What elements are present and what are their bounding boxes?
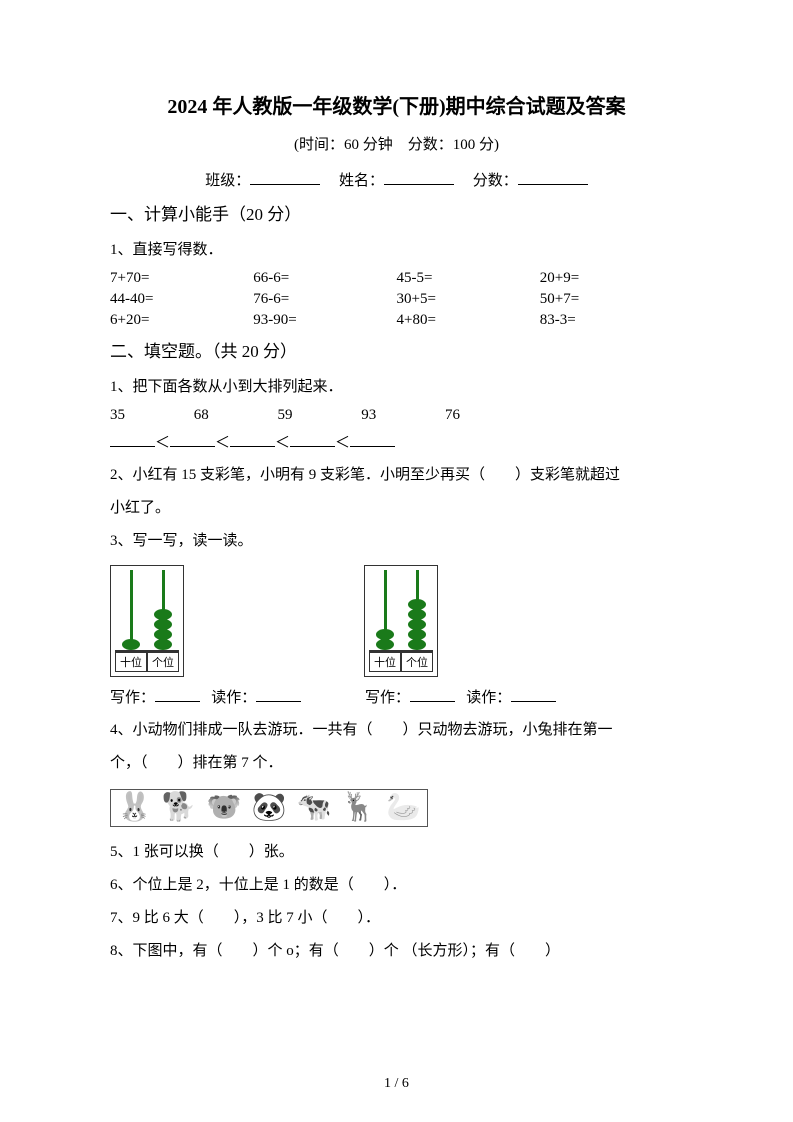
compare-blank[interactable] — [170, 430, 215, 447]
calc-cell: 45-5= — [397, 270, 540, 287]
abacus-1-ones — [147, 570, 179, 650]
write-blank[interactable] — [155, 685, 200, 702]
s2-q4-a: 4、小动物们排成一队去游玩．一共有（ ）只动物去游玩，小兔排在第一 — [110, 717, 683, 744]
write-read-row: 写作： 读作： 写作： 读作： — [110, 685, 683, 707]
calc-cell: 66-6= — [253, 270, 396, 287]
abacus-2: 十位 个位 — [364, 565, 438, 677]
s2-q3-label: 3、写一写，读一读。 — [110, 528, 683, 555]
lt: ＜ — [275, 435, 290, 451]
s2-q8: 8、下图中，有（ ）个 o；有（ ）个 （长方形）；有（ ） — [110, 938, 683, 965]
score-blank[interactable] — [518, 168, 588, 185]
ones-label: 个位 — [401, 652, 433, 672]
animal-icon: 🐨 — [207, 794, 242, 822]
compare-blank[interactable] — [290, 430, 335, 447]
calc-cell: 4+80= — [397, 312, 540, 329]
calc-cell: 30+5= — [397, 291, 540, 308]
exam-meta: (时间：60 分钟 分数：100 分) — [110, 133, 683, 154]
compare-blank[interactable] — [350, 430, 395, 447]
write-label: 写作： — [110, 690, 155, 706]
write-blank[interactable] — [410, 685, 455, 702]
animals-row: 🐰 🐕 🐨 🐼 🐄 🦌 🦢 — [110, 789, 428, 827]
read-blank[interactable] — [256, 685, 301, 702]
page-title: 2024 年人教版一年级数学(下册)期中综合试题及答案 — [110, 90, 683, 119]
lt: ＜ — [215, 435, 230, 451]
animal-icon: 🦌 — [341, 794, 376, 822]
animal-icon: 🐰 — [117, 794, 152, 822]
tens-label: 十位 — [369, 652, 401, 672]
write-label: 写作： — [365, 690, 410, 706]
lt: ＜ — [335, 435, 350, 451]
calc-row-3: 6+20= 93-90= 4+80= 83-3= — [110, 312, 683, 329]
animal-icon: 🐕 — [162, 794, 197, 822]
s2-q2-b: 小红了。 — [110, 495, 683, 522]
num: 76 — [445, 407, 525, 424]
s2-q5: 5、1 张可以换（ ）张。 — [110, 839, 683, 866]
abacus-2-ones — [401, 570, 433, 650]
s2-q6: 6、个位上是 2，十位上是 1 的数是（ ）． — [110, 872, 683, 899]
tens-label: 十位 — [115, 652, 147, 672]
s2-q7: 7、9 比 6 大（ ），3 比 7 小（ ）． — [110, 905, 683, 932]
read-blank[interactable] — [511, 685, 556, 702]
s2-q1-label: 1、把下面各数从小到大排列起来． — [110, 374, 683, 401]
animal-icon: 🦢 — [386, 794, 421, 822]
section-2-header: 二、填空题。（共 20 分） — [110, 337, 683, 362]
calc-cell: 7+70= — [110, 270, 253, 287]
exam-page: 2024 年人教版一年级数学(下册)期中综合试题及答案 (时间：60 分钟 分数… — [0, 0, 793, 1122]
num: 35 — [110, 407, 190, 424]
compare-blank[interactable] — [110, 430, 155, 447]
section-1-header: 一、计算小能手（20 分） — [110, 200, 683, 225]
class-blank[interactable] — [250, 168, 320, 185]
score-label: 分数： — [473, 173, 518, 189]
calc-cell: 20+9= — [540, 270, 683, 287]
info-line: 班级： 姓名： 分数： — [110, 168, 683, 190]
animal-icon: 🐄 — [297, 794, 332, 822]
ones-label: 个位 — [147, 652, 179, 672]
name-blank[interactable] — [384, 168, 454, 185]
q1-label: 1、直接写得数． — [110, 237, 683, 264]
read-label: 读作： — [466, 690, 511, 706]
name-label: 姓名： — [339, 173, 384, 189]
calc-cell: 50+7= — [540, 291, 683, 308]
calc-cell: 44-40= — [110, 291, 253, 308]
abacus-1-tens — [115, 570, 147, 650]
s2-q1-numbers: 35 68 59 93 76 — [110, 407, 683, 424]
calc-cell: 76-6= — [253, 291, 396, 308]
calc-cell: 83-3= — [540, 312, 683, 329]
num: 59 — [278, 407, 358, 424]
abacus-1: 十位 个位 — [110, 565, 184, 677]
animal-icon: 🐼 — [252, 794, 287, 822]
class-label: 班级： — [205, 173, 250, 189]
read-label: 读作： — [211, 690, 256, 706]
calc-cell: 93-90= — [253, 312, 396, 329]
abacus-row: 十位 个位 十位 个位 — [110, 565, 683, 677]
lt: ＜ — [155, 435, 170, 451]
num: 68 — [194, 407, 274, 424]
compare-blank[interactable] — [230, 430, 275, 447]
num: 93 — [361, 407, 441, 424]
s2-q2-a: 2、小红有 15 支彩笔，小明有 9 支彩笔．小明至少再买（ ）支彩笔就超过 — [110, 462, 683, 489]
calc-row-1: 7+70= 66-6= 45-5= 20+9= — [110, 270, 683, 287]
calc-row-2: 44-40= 76-6= 30+5= 50+7= — [110, 291, 683, 308]
calc-cell: 6+20= — [110, 312, 253, 329]
s2-q1-compare: ＜ ＜ ＜ ＜ — [110, 430, 683, 452]
s2-q4-b: 个，（ ）排在第 7 个． — [110, 750, 683, 777]
page-number: 1 / 6 — [0, 1076, 793, 1092]
abacus-2-tens — [369, 570, 401, 650]
